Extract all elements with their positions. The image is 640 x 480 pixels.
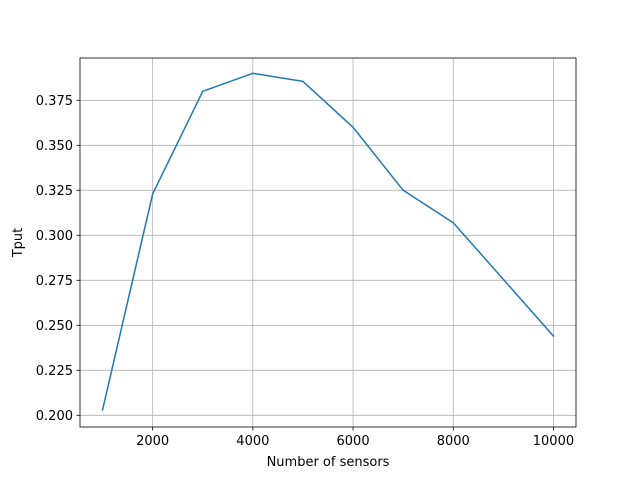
x-tick-label: 6000 xyxy=(337,434,370,449)
y-tick-label: 0.325 xyxy=(36,184,73,199)
y-tick-label: 0.275 xyxy=(36,274,73,289)
series-line-0 xyxy=(101,72,555,411)
x-tick-label: 4000 xyxy=(236,434,269,449)
x-tick-label: 2000 xyxy=(136,434,169,449)
x-tick-label: 10000 xyxy=(533,434,574,449)
grid xyxy=(80,58,576,427)
y-axis-label: Tput xyxy=(11,228,26,259)
series-layer xyxy=(101,72,555,411)
x-tick-label: 8000 xyxy=(437,434,470,449)
ticks: 2000 4000 6000 8000 10000 0.200 0.225 0.250 0.27… xyxy=(36,94,574,449)
y-tick-label: 0.200 xyxy=(36,409,73,424)
x-axis-label: Number of sensors xyxy=(267,455,390,470)
y-tick-label: 0.225 xyxy=(36,364,73,379)
plot-frame xyxy=(79,57,577,428)
y-tick-label: 0.350 xyxy=(36,139,73,154)
y-tick-label: 0.250 xyxy=(36,319,73,334)
y-tick-label: 0.300 xyxy=(36,229,73,244)
y-tick-label: 0.375 xyxy=(36,94,73,109)
